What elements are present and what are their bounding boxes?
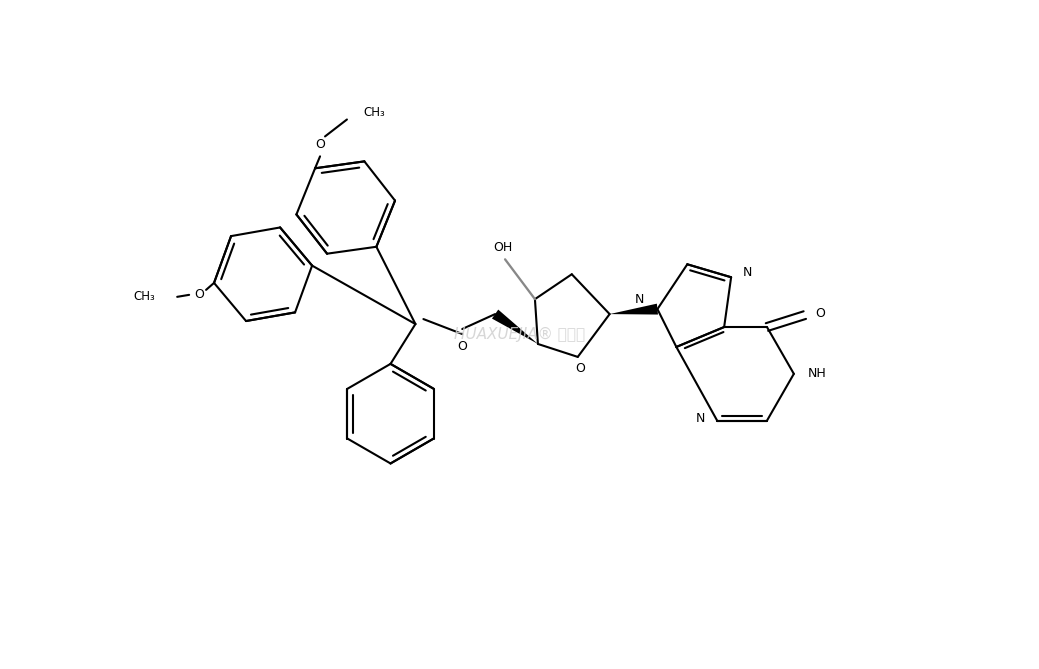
Text: O: O — [457, 341, 468, 353]
Text: NH: NH — [807, 367, 827, 381]
Text: HUAXUEJIA® 化学加: HUAXUEJIA® 化学加 — [454, 326, 586, 341]
Polygon shape — [610, 304, 658, 314]
Text: O: O — [815, 306, 825, 320]
Text: N: N — [635, 292, 644, 306]
Text: N: N — [743, 266, 752, 279]
Text: OH: OH — [494, 241, 512, 254]
Text: O: O — [194, 288, 204, 301]
Text: N: N — [696, 412, 705, 425]
Text: O: O — [575, 363, 585, 375]
Polygon shape — [492, 310, 538, 344]
Text: CH₃: CH₃ — [134, 290, 155, 303]
Text: O: O — [315, 138, 325, 151]
Text: CH₃: CH₃ — [364, 106, 385, 119]
